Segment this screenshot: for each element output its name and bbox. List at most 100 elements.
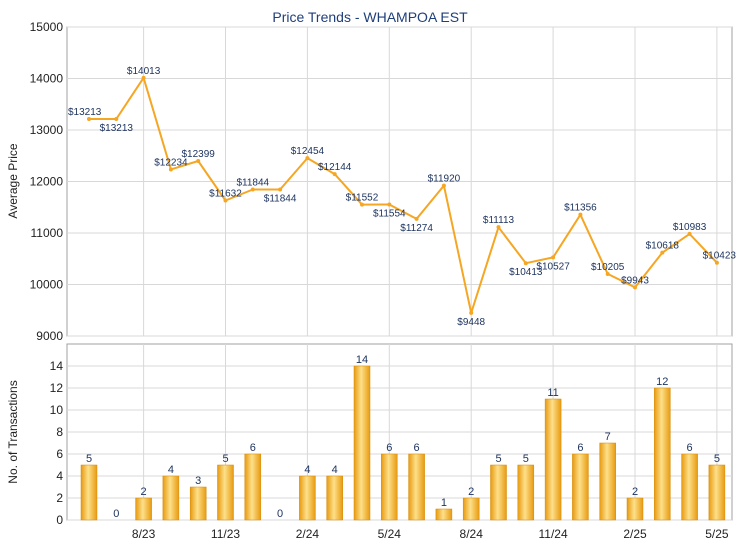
transaction-count-label: 2 bbox=[632, 486, 638, 498]
price-point bbox=[633, 285, 637, 290]
transaction-count-label: 5 bbox=[523, 453, 529, 465]
transaction-count-label: 6 bbox=[687, 442, 693, 454]
transaction-count-label: 5 bbox=[222, 453, 228, 465]
transactions-y-tick-label: 14 bbox=[50, 359, 64, 373]
transaction-count-label: 6 bbox=[414, 442, 420, 454]
price-data-label: $10527 bbox=[536, 261, 570, 272]
price-data-label: $10983 bbox=[673, 222, 707, 233]
transactions-y-axis-label: No. of Transactions bbox=[6, 380, 20, 483]
transactions-y-tick-label: 12 bbox=[50, 381, 64, 395]
price-data-label: $11552 bbox=[346, 193, 379, 204]
transaction-bar bbox=[244, 453, 262, 521]
x-axis: 8/23 11/23 2/24 5/24 8/24 11/24 2/25 5/25 bbox=[132, 527, 729, 541]
price-data-label: $9943 bbox=[621, 275, 649, 286]
price-point bbox=[196, 158, 201, 163]
transactions-y-tick-label: 10 bbox=[50, 403, 64, 417]
price-data-label: $9448 bbox=[457, 317, 485, 328]
transaction-bar bbox=[80, 464, 98, 521]
price-point bbox=[87, 117, 91, 122]
transaction-bar bbox=[135, 497, 152, 521]
price-data-label: $12234 bbox=[154, 157, 188, 168]
price-point bbox=[305, 156, 310, 161]
price-data-label: $10618 bbox=[646, 241, 680, 252]
price-point bbox=[141, 75, 146, 80]
transaction-bar bbox=[681, 453, 698, 521]
price-data-label: $10413 bbox=[509, 267, 543, 278]
price-point bbox=[605, 271, 610, 276]
transaction-count-label: 11 bbox=[547, 387, 558, 399]
transaction-count-label: 4 bbox=[332, 464, 338, 476]
transaction-count-label: 6 bbox=[577, 442, 583, 454]
price-data-label: $11632 bbox=[209, 188, 242, 199]
transaction-count-label: 1 bbox=[441, 497, 447, 509]
transaction-count-label: 2 bbox=[468, 486, 474, 498]
price-y-tick-label: 11000 bbox=[31, 226, 64, 240]
price-data-label: $11113 bbox=[483, 215, 515, 226]
price-y-axis-label: Average Price bbox=[6, 143, 20, 218]
price-line bbox=[89, 76, 718, 314]
price-data-label: $11844 bbox=[236, 178, 269, 189]
price-y-tick-label: 10000 bbox=[30, 278, 64, 292]
transaction-count-label: 3 bbox=[195, 475, 201, 487]
x-tick-label: 5/24 bbox=[378, 527, 402, 541]
transaction-bar bbox=[408, 453, 425, 521]
transaction-bar bbox=[490, 464, 507, 521]
price-y-tick-label: 12000 bbox=[30, 175, 64, 189]
price-point bbox=[332, 172, 337, 177]
price-point bbox=[278, 187, 283, 192]
price-y-tick-label: 14000 bbox=[30, 72, 64, 86]
x-tick-label: 11/24 bbox=[539, 527, 568, 541]
transaction-count-label: 12 bbox=[656, 376, 668, 388]
price-y-tick-label: 15000 bbox=[30, 20, 64, 34]
price-data-label: $10205 bbox=[591, 262, 625, 273]
price-data-label: $11554 bbox=[373, 208, 406, 219]
price-data-label: $12399 bbox=[182, 149, 216, 160]
price-point bbox=[360, 202, 364, 207]
transaction-bar bbox=[189, 486, 207, 521]
x-tick-label: 5/25 bbox=[705, 527, 729, 541]
transaction-count-label: 5 bbox=[714, 453, 720, 465]
transaction-count-label: 7 bbox=[605, 431, 611, 443]
price-point bbox=[441, 183, 446, 188]
transaction-count-label: 4 bbox=[168, 464, 174, 476]
price-data-label: $12454 bbox=[291, 146, 325, 157]
price-point bbox=[551, 255, 556, 260]
price-point bbox=[168, 167, 173, 172]
transaction-bar bbox=[381, 453, 398, 521]
x-tick-label: 2/25 bbox=[623, 527, 647, 541]
price-data-label: $11356 bbox=[564, 203, 597, 214]
transaction-count-label: 2 bbox=[141, 486, 147, 498]
transactions-y-tick-label: 2 bbox=[56, 491, 63, 505]
chart-title: Price Trends - WHAMPOA EST bbox=[272, 9, 468, 25]
transaction-count-label: 0 bbox=[113, 508, 119, 520]
transaction-bar bbox=[462, 497, 480, 521]
transaction-bar bbox=[599, 442, 616, 521]
price-y-tick-label: 13000 bbox=[30, 123, 64, 137]
price-point bbox=[523, 261, 528, 266]
transactions-y-tick-label: 8 bbox=[56, 425, 63, 439]
transactions-y-tick-label: 0 bbox=[56, 513, 63, 527]
price-point bbox=[469, 310, 474, 315]
price-grid bbox=[67, 26, 732, 337]
transactions-y-tick-label: 4 bbox=[56, 469, 63, 483]
price-data-label: $13213 bbox=[68, 107, 102, 118]
price-point bbox=[714, 260, 719, 265]
x-tick-label: 8/23 bbox=[132, 527, 156, 541]
transaction-bar bbox=[708, 464, 726, 521]
price-data-label: $10423 bbox=[703, 251, 737, 262]
x-tick-label: 2/24 bbox=[296, 527, 320, 541]
transaction-bar bbox=[326, 475, 343, 521]
transactions-y-tick-label: 6 bbox=[56, 447, 63, 461]
price-data-label: $11920 bbox=[428, 174, 461, 185]
transaction-bar bbox=[544, 398, 562, 521]
price-point bbox=[578, 212, 583, 217]
transaction-bar bbox=[217, 464, 234, 521]
price-point bbox=[114, 117, 119, 122]
price-point bbox=[414, 216, 419, 221]
price-data-label: $13213 bbox=[100, 123, 134, 134]
price-point bbox=[250, 187, 255, 192]
transaction-bar bbox=[353, 365, 371, 521]
transaction-count-label: 5 bbox=[495, 453, 501, 465]
